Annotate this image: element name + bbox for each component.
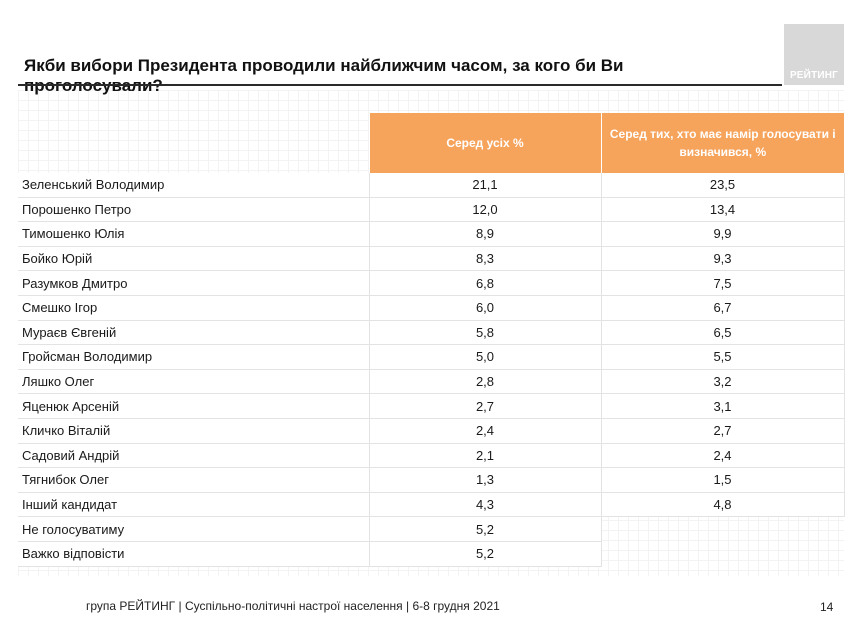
table-header-row: Серед усіх % Серед тих, хто має намір го…: [18, 113, 844, 173]
candidate-name: Не голосуватиму: [18, 516, 370, 542]
candidate-name: Яценюк Арсеній: [18, 393, 370, 419]
header-all-respondents: Серед усіх %: [368, 113, 601, 173]
value-all-respondents: 6,8: [369, 270, 602, 296]
value-decided-voters: 9,9: [601, 221, 845, 247]
candidate-name: Смешко Ігор: [18, 295, 370, 321]
table-row: Садовий Андрій 2,1 2,4: [18, 443, 845, 469]
candidate-name: Кличко Віталій: [18, 418, 370, 444]
candidate-name: Інший кандидат: [18, 492, 370, 518]
footer-text: група РЕЙТИНГ | Суспільно-політичні наст…: [86, 599, 500, 613]
table-row: Порошенко Петро 12,0 13,4: [18, 197, 845, 223]
value-decided-voters: 1,5: [601, 467, 845, 493]
value-all-respondents: 21,1: [369, 173, 602, 198]
value-all-respondents: 12,0: [369, 197, 602, 223]
table-row: Разумков Дмитро 6,8 7,5: [18, 270, 845, 296]
value-decided-voters: 2,4: [601, 443, 845, 469]
table-row: Зеленський Володимир 21,1 23,5: [18, 173, 845, 198]
value-decided-voters: 9,3: [601, 246, 845, 272]
candidate-name: Ляшко Олег: [18, 369, 370, 395]
value-decided-voters: 7,5: [601, 270, 845, 296]
value-all-respondents: 5,0: [369, 344, 602, 370]
candidate-name: Порошенко Петро: [18, 197, 370, 223]
value-all-respondents: 8,3: [369, 246, 602, 272]
table-row: Бойко Юрій 8,3 9,3: [18, 246, 845, 272]
page-number: 14: [820, 600, 834, 614]
table-row: Смешко Ігор 6,0 6,7: [18, 295, 845, 321]
candidate-name: Важко відповісти: [18, 541, 370, 567]
candidate-name: Мураєв Євгеній: [18, 320, 370, 346]
value-all-respondents: 4,3: [369, 492, 602, 518]
results-table: Серед усіх % Серед тих, хто має намір го…: [18, 113, 845, 567]
value-decided-voters: [601, 517, 844, 542]
logo-text: РЕЙТИНГ: [789, 70, 839, 81]
page-title: Якби вибори Президента проводили найближ…: [24, 56, 624, 95]
value-decided-voters: 3,2: [601, 369, 845, 395]
candidate-name: Разумков Дмитро: [18, 270, 370, 296]
value-all-respondents: 2,7: [369, 393, 602, 419]
candidate-name: Тягнибок Олег: [18, 467, 370, 493]
value-decided-voters: 2,7: [601, 418, 845, 444]
candidate-name: Гройсман Володимир: [18, 344, 370, 370]
value-all-respondents: 5,8: [369, 320, 602, 346]
candidate-name: Зеленський Володимир: [18, 173, 370, 198]
candidate-name: Бойко Юрій: [18, 246, 370, 272]
value-decided-voters: 6,5: [601, 320, 845, 346]
value-decided-voters: 5,5: [601, 344, 845, 370]
candidate-name: Садовий Андрій: [18, 443, 370, 469]
value-all-respondents: 2,1: [369, 443, 602, 469]
table-row: Інший кандидат 4,3 4,8: [18, 492, 845, 518]
value-decided-voters: 13,4: [601, 197, 845, 223]
table-row: Мураєв Євгеній 5,8 6,5: [18, 320, 845, 346]
table-body: Зеленський Володимир 21,1 23,5 Порошенко Пе…: [18, 173, 845, 567]
value-all-respondents: 5,2: [369, 541, 602, 567]
value-all-respondents: 8,9: [369, 221, 602, 247]
table-row: Не голосуватиму 5,2: [18, 516, 844, 542]
value-decided-voters: 3,1: [601, 393, 845, 419]
reyting-logo: РЕЙТИНГ: [784, 24, 844, 85]
header-blank-cell: [18, 113, 369, 173]
value-all-respondents: 5,2: [369, 516, 602, 542]
table-row: Тягнибок Олег 1,3 1,5: [18, 467, 845, 493]
value-decided-voters: [601, 541, 844, 566]
header-decided-voters: Серед тих, хто має намір голосувати і ви…: [600, 113, 844, 173]
table-row: Важко відповісти 5,2: [18, 541, 844, 567]
title-divider: [18, 84, 782, 86]
table-row: Кличко Віталій 2,4 2,7: [18, 418, 845, 444]
value-all-respondents: 6,0: [369, 295, 602, 321]
value-decided-voters: 6,7: [601, 295, 845, 321]
value-all-respondents: 2,4: [369, 418, 602, 444]
table-row: Тимошенко Юлія 8,9 9,9: [18, 221, 845, 247]
table-row: Яценюк Арсеній 2,7 3,1: [18, 393, 845, 419]
candidate-name: Тимошенко Юлія: [18, 221, 370, 247]
value-all-respondents: 2,8: [369, 369, 602, 395]
value-decided-voters: 4,8: [601, 492, 845, 518]
value-decided-voters: 23,5: [601, 173, 845, 198]
table-row: Ляшко Олег 2,8 3,2: [18, 369, 845, 395]
value-all-respondents: 1,3: [369, 467, 602, 493]
table-row: Гройсман Володимир 5,0 5,5: [18, 344, 845, 370]
